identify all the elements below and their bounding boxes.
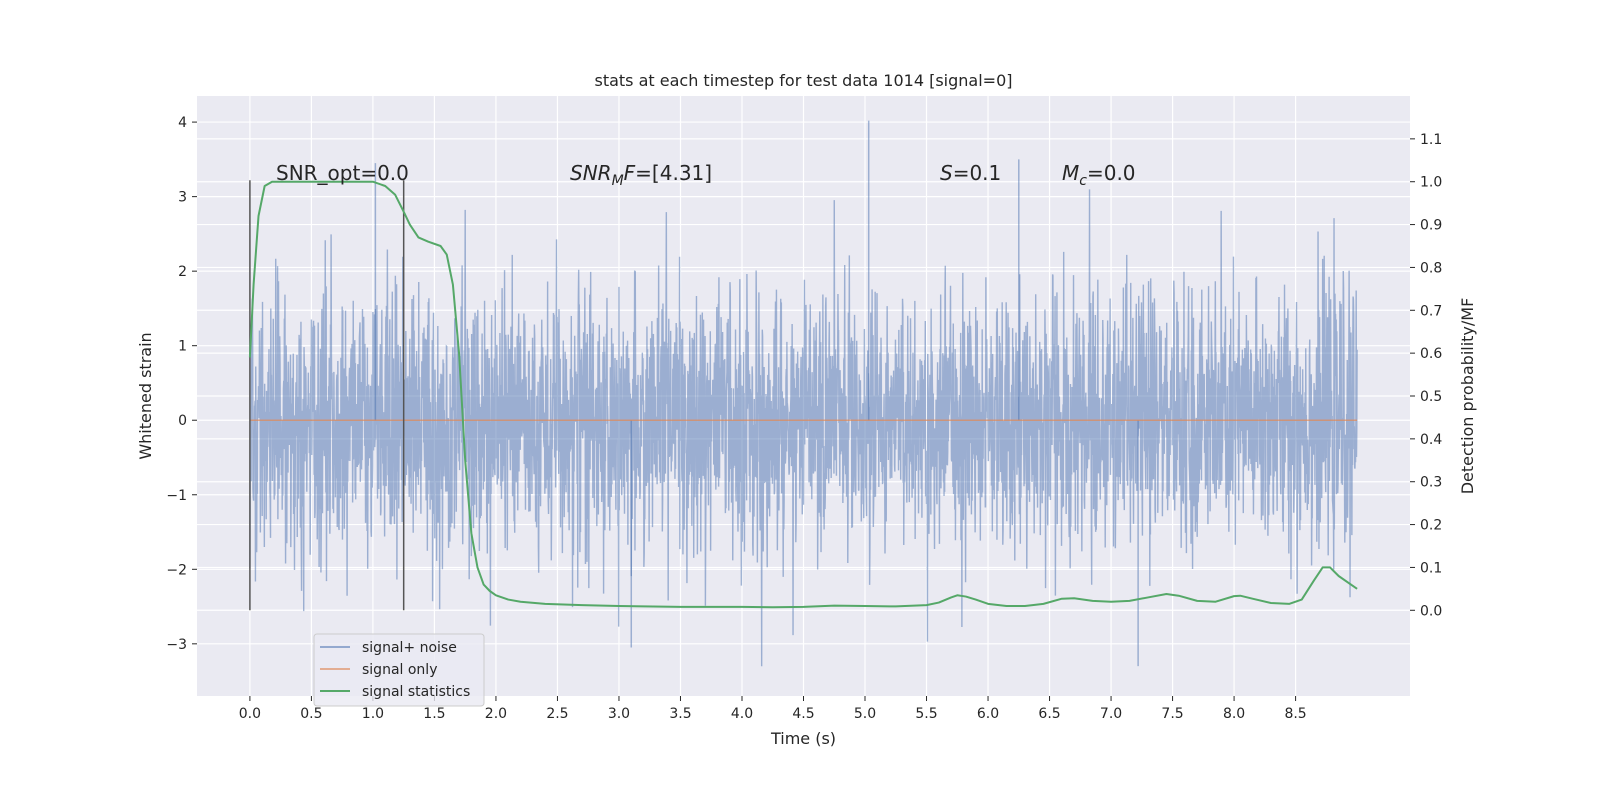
y-tick-label: 3 — [178, 190, 187, 206]
x-tick-label: 1.0 — [362, 706, 384, 722]
x-axis-label: Time (s) — [770, 729, 836, 748]
y-tick-label: 0 — [178, 413, 187, 429]
y2-tick-label: 0.8 — [1420, 260, 1442, 276]
annotation-text: Mc=0.0 — [1062, 161, 1136, 189]
x-tick-label: 0.0 — [239, 706, 261, 722]
y2-tick-label: 0.1 — [1420, 560, 1442, 576]
x-tick-label: 5.0 — [854, 706, 876, 722]
legend: signal+ noise signal only signal statistic… — [313, 633, 485, 707]
series-signal-statistics — [248, 180, 1358, 609]
annotations: SNR_opt=0.0 SNRMF=[4.31] S=0.1 Mc=0.0 — [276, 161, 1136, 189]
noise-line — [249, 189, 1358, 667]
x-axis-ticks: 0.0 0.5 1.0 1.5 2.0 2.5 3.0 3.5 4.0 4.5 5.0 5.5 6.0 6… — [239, 696, 1307, 722]
x-tick-label: 3.0 — [608, 706, 630, 722]
y-axis-ticks: −3 −2 −1 0 1 2 3 4 — [166, 115, 197, 653]
y2-tick-label: 0.7 — [1420, 303, 1442, 319]
y2-tick-label: 1.1 — [1420, 132, 1442, 148]
x-tick-label: 8.0 — [1223, 706, 1245, 722]
y-tick-label: 2 — [178, 264, 187, 280]
y2-axis-label: Detection probability/MF — [1458, 298, 1477, 495]
x-tick-label: 7.5 — [1161, 706, 1183, 722]
x-tick-label: 6.0 — [977, 706, 999, 722]
x-tick-label: 5.5 — [915, 706, 937, 722]
y2-tick-label: 0.5 — [1420, 389, 1442, 405]
y2-tick-label: 0.4 — [1420, 432, 1442, 448]
x-tick-label: 6.5 — [1038, 706, 1060, 722]
x-tick-label: 4.5 — [792, 706, 814, 722]
x-tick-label: 1.5 — [423, 706, 445, 722]
y2-tick-label: 0.6 — [1420, 346, 1442, 362]
x-tick-label: 2.5 — [546, 706, 568, 722]
y-tick-label: −3 — [166, 637, 187, 653]
annotation-text: SNR_opt=0.0 — [276, 161, 409, 185]
x-tick-label: 7.0 — [1100, 706, 1122, 722]
vertical-markers — [249, 180, 405, 611]
x-tick-label: 0.5 — [300, 706, 322, 722]
legend-label: signal statistics — [362, 684, 470, 700]
signal-statistics-line — [248, 180, 1358, 609]
x-tick-label: 8.5 — [1284, 706, 1306, 722]
legend-label: signal only — [362, 662, 437, 678]
y-tick-label: 4 — [178, 115, 187, 131]
legend-label: signal+ noise — [362, 640, 457, 656]
y2-axis-ticks: 0.0 0.1 0.2 0.3 0.4 0.5 0.6 0.7 0.8 0.9 1.0 1.1 — [1410, 132, 1442, 619]
y2-tick-label: 0.2 — [1420, 518, 1442, 534]
y2-tick-label: 0.3 — [1420, 475, 1442, 491]
y-tick-label: −2 — [166, 562, 187, 578]
annotation-text: SNRMF=[4.31] — [570, 161, 712, 189]
legend-box — [313, 633, 485, 707]
y-axis-label: Whitened strain — [136, 332, 155, 459]
annotation-text: S=0.1 — [940, 161, 1001, 185]
y2-tick-label: 1.0 — [1420, 175, 1442, 191]
y-tick-label: 1 — [178, 339, 187, 355]
series-signal-noise — [249, 120, 1358, 667]
x-tick-label: 2.0 — [485, 706, 507, 722]
y2-tick-label: 0.9 — [1420, 218, 1442, 234]
x-tick-label: 3.5 — [669, 706, 691, 722]
y2-tick-label: 0.0 — [1420, 603, 1442, 619]
chart-title: stats at each timestep for test data 101… — [594, 71, 1012, 90]
x-tick-label: 4.0 — [731, 706, 753, 722]
y-tick-label: −1 — [166, 488, 187, 504]
